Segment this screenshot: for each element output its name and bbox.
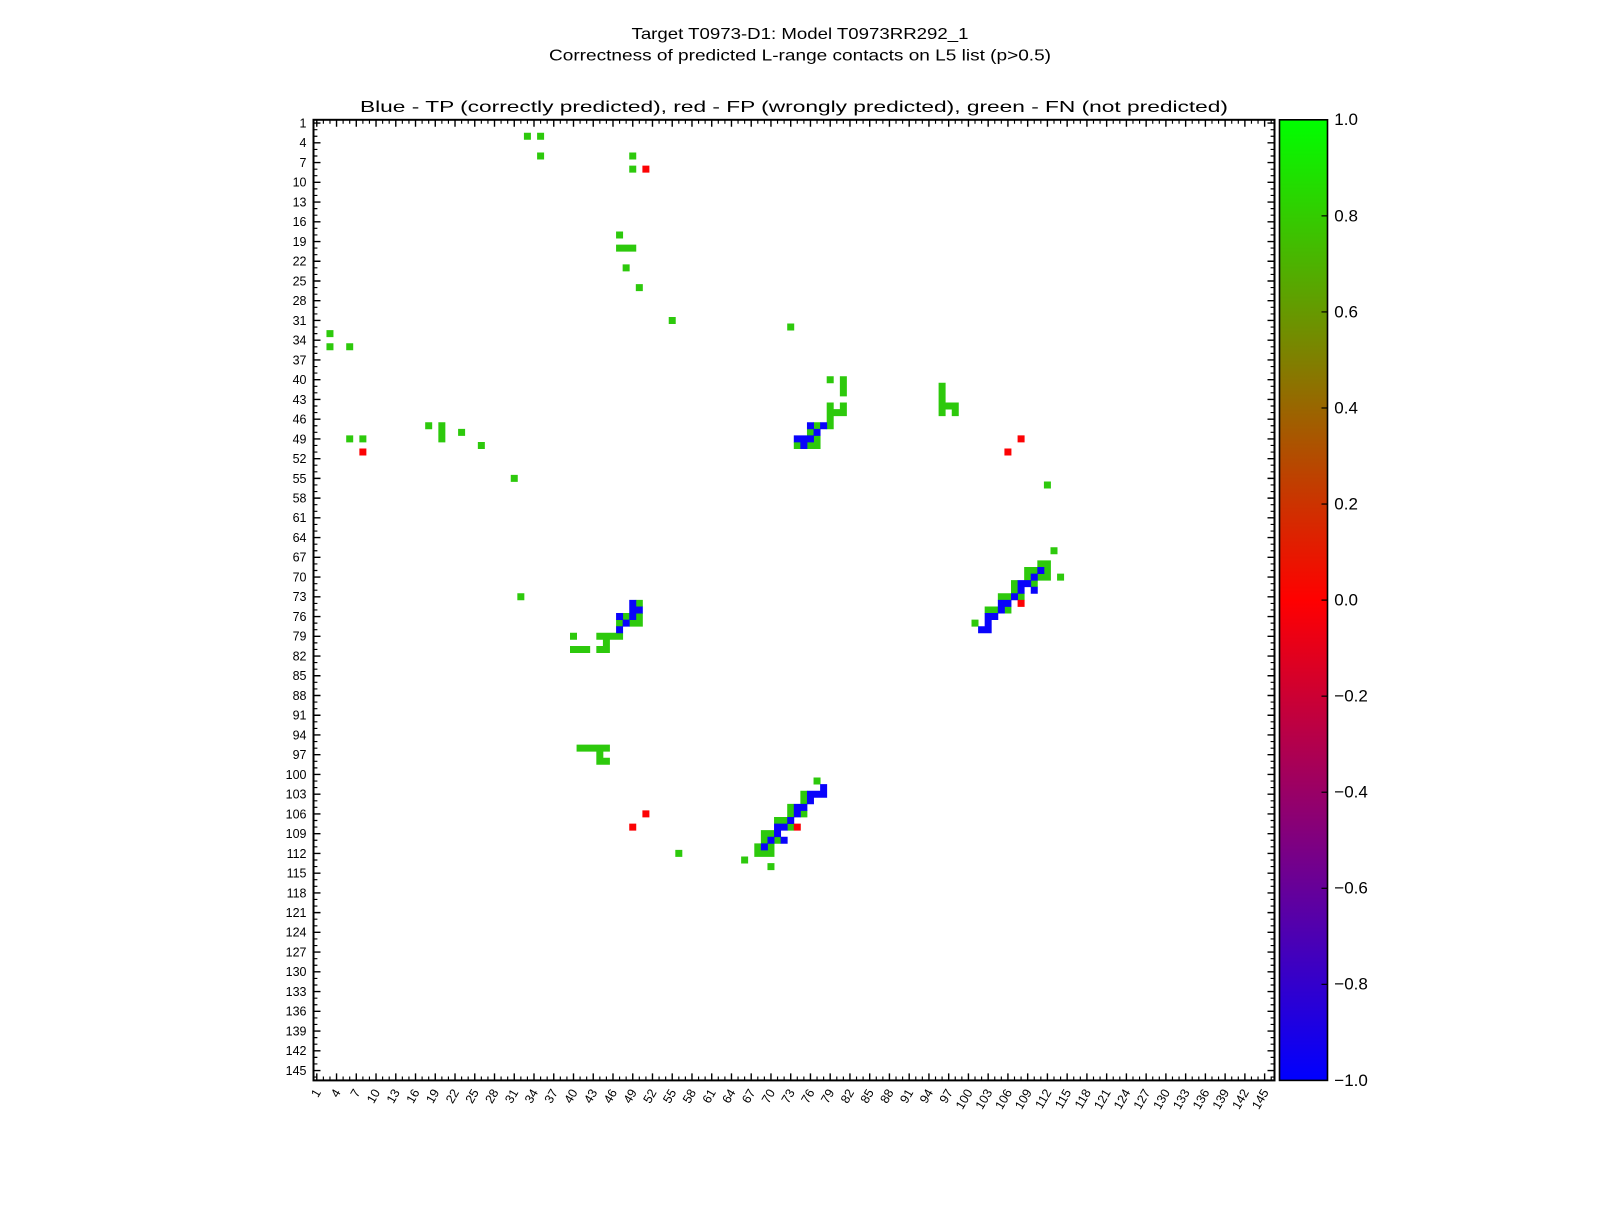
svg-text:124: 124 (286, 926, 307, 940)
svg-text:46: 46 (601, 1087, 620, 1106)
svg-text:97: 97 (937, 1087, 956, 1106)
svg-text:70: 70 (293, 570, 307, 584)
svg-text:58: 58 (293, 491, 307, 505)
svg-text:37: 37 (542, 1087, 561, 1106)
svg-text:145: 145 (286, 1064, 307, 1078)
svg-text:−0.2: −0.2 (1334, 687, 1368, 706)
svg-text:40: 40 (293, 373, 307, 387)
svg-text:79: 79 (818, 1087, 837, 1106)
svg-text:127: 127 (286, 945, 307, 959)
svg-text:19: 19 (293, 235, 307, 249)
svg-text:61: 61 (293, 511, 307, 525)
svg-text:79: 79 (293, 630, 307, 644)
svg-text:139: 139 (286, 1024, 307, 1038)
svg-text:25: 25 (463, 1087, 482, 1106)
svg-text:10: 10 (293, 176, 307, 190)
svg-text:10: 10 (364, 1087, 383, 1106)
svg-text:49: 49 (293, 432, 307, 446)
svg-text:−1.0: −1.0 (1334, 1071, 1368, 1090)
svg-text:76: 76 (798, 1087, 817, 1106)
svg-text:0.6: 0.6 (1334, 302, 1358, 321)
svg-text:0.0: 0.0 (1334, 591, 1358, 610)
svg-text:94: 94 (917, 1087, 936, 1106)
svg-text:1: 1 (300, 116, 307, 130)
svg-text:46: 46 (293, 413, 307, 427)
svg-text:43: 43 (581, 1087, 600, 1106)
svg-text:85: 85 (858, 1087, 877, 1106)
svg-text:4: 4 (300, 136, 307, 150)
svg-text:91: 91 (897, 1087, 916, 1106)
svg-text:70: 70 (759, 1087, 778, 1106)
svg-text:Target T0973-D1: Model T0973RR: Target T0973-D1: Model T0973RR292_1 (632, 26, 969, 43)
svg-text:34: 34 (522, 1087, 541, 1106)
svg-text:82: 82 (293, 649, 307, 663)
svg-text:88: 88 (877, 1087, 896, 1106)
svg-text:73: 73 (779, 1087, 798, 1106)
svg-text:Blue - TP (correctly predicted: Blue - TP (correctly predicted), red - F… (360, 99, 1228, 116)
svg-text:0.2: 0.2 (1334, 494, 1358, 513)
svg-text:115: 115 (287, 867, 307, 881)
svg-text:16: 16 (404, 1087, 423, 1106)
svg-text:Correctness of predicted L-ran: Correctness of predicted L-range contact… (549, 48, 1051, 65)
svg-text:31: 31 (293, 314, 307, 328)
svg-text:28: 28 (483, 1087, 502, 1106)
svg-text:34: 34 (293, 334, 307, 348)
svg-text:130: 130 (286, 965, 307, 979)
svg-text:103: 103 (286, 788, 307, 802)
svg-text:7: 7 (300, 156, 307, 170)
svg-text:16: 16 (293, 215, 307, 229)
svg-text:55: 55 (293, 472, 307, 486)
svg-text:100: 100 (286, 768, 307, 782)
svg-text:118: 118 (287, 886, 307, 900)
svg-text:13: 13 (384, 1087, 403, 1106)
svg-text:0.4: 0.4 (1334, 398, 1358, 417)
svg-text:121: 121 (286, 906, 307, 920)
svg-text:106: 106 (286, 807, 307, 821)
svg-text:112: 112 (287, 847, 307, 861)
svg-text:61: 61 (700, 1087, 719, 1106)
svg-text:37: 37 (293, 353, 307, 367)
svg-text:31: 31 (502, 1087, 521, 1106)
svg-text:133: 133 (286, 985, 307, 999)
svg-text:142: 142 (286, 1044, 307, 1058)
svg-text:1.0: 1.0 (1334, 110, 1358, 129)
svg-text:49: 49 (621, 1087, 640, 1106)
svg-text:−0.6: −0.6 (1334, 879, 1368, 898)
svg-text:58: 58 (680, 1087, 699, 1106)
svg-text:67: 67 (293, 551, 307, 565)
svg-text:22: 22 (443, 1087, 462, 1106)
svg-text:82: 82 (838, 1087, 857, 1106)
svg-text:73: 73 (293, 590, 307, 604)
svg-text:64: 64 (719, 1087, 738, 1106)
svg-text:−0.8: −0.8 (1334, 975, 1368, 994)
svg-text:43: 43 (293, 393, 307, 407)
svg-text:91: 91 (293, 709, 307, 723)
svg-text:85: 85 (293, 669, 307, 683)
svg-text:64: 64 (293, 531, 307, 545)
svg-text:76: 76 (293, 610, 307, 624)
svg-text:88: 88 (293, 689, 307, 703)
svg-text:136: 136 (286, 1005, 307, 1019)
svg-text:28: 28 (293, 294, 307, 308)
svg-text:55: 55 (660, 1087, 679, 1106)
svg-text:109: 109 (286, 827, 307, 841)
svg-text:67: 67 (739, 1087, 758, 1106)
svg-text:94: 94 (293, 728, 307, 742)
svg-text:19: 19 (423, 1087, 442, 1106)
svg-text:97: 97 (293, 748, 307, 762)
svg-text:−0.4: −0.4 (1334, 783, 1368, 802)
svg-text:25: 25 (293, 274, 307, 288)
svg-text:52: 52 (641, 1087, 660, 1106)
svg-text:22: 22 (293, 255, 307, 269)
svg-text:52: 52 (293, 452, 307, 466)
svg-text:0.8: 0.8 (1334, 206, 1358, 225)
svg-text:13: 13 (293, 195, 307, 209)
svg-text:40: 40 (562, 1087, 581, 1106)
